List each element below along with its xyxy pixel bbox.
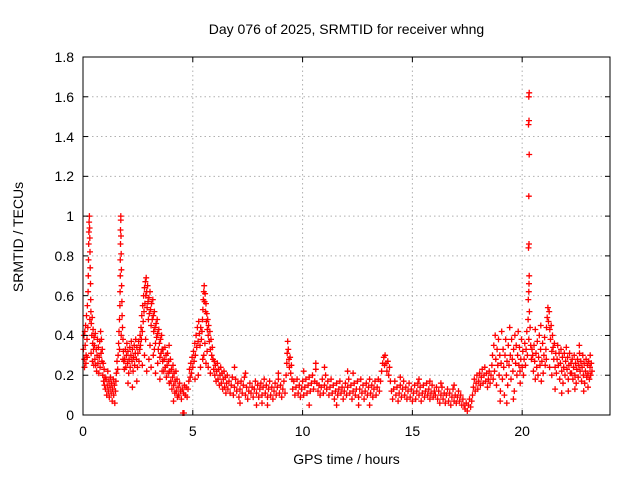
x-tick-label: 20: [514, 423, 530, 439]
y-axis-label: SRMTID / TECUs: [10, 181, 26, 293]
x-tick-label: 5: [188, 423, 197, 439]
y-tick-label: 1: [66, 208, 74, 225]
y-tick-label: 1.6: [54, 88, 74, 105]
y-tick-label: 0.2: [54, 367, 74, 384]
x-tick-label: 0: [79, 423, 87, 439]
y-tick-label: 1.8: [54, 49, 74, 65]
y-tick-label: 0: [66, 407, 74, 423]
x-axis-label: GPS time / hours: [293, 451, 400, 467]
x-tick-label: 10: [294, 423, 311, 439]
y-tick-label: 0.4: [54, 327, 74, 344]
y-tick-label: 1.4: [54, 128, 74, 145]
chart-title: Day 076 of 2025, SRMTID for receiver whn…: [208, 21, 485, 37]
x-tick-label: 15: [404, 423, 421, 439]
y-tick-label: 0.6: [54, 287, 74, 304]
y-tick-label: 1.2: [54, 168, 74, 185]
y-tick-label: 0.8: [54, 247, 74, 264]
